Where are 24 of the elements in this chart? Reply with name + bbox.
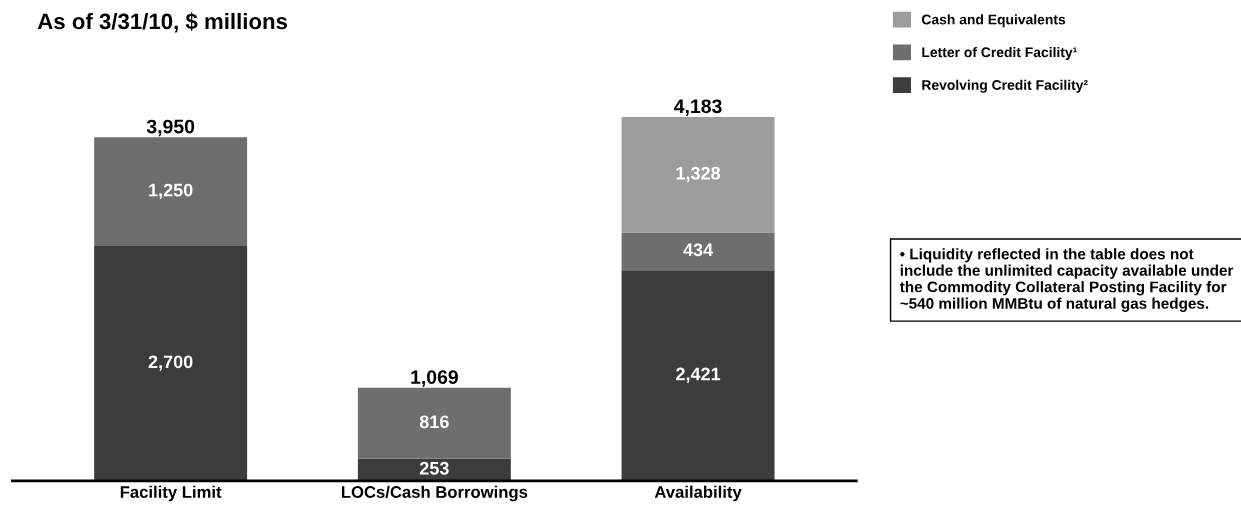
data-label: 434 xyxy=(683,243,714,257)
data-label: 2,700 xyxy=(148,355,193,371)
total-label: 3,950 xyxy=(146,119,195,137)
text: • Liquidity reflected in the table does not include the unlimited capacity available under the Commodity Collateral Posting Facility for ~540 million MMBtu of natural gas hedges. xyxy=(899,248,1234,312)
data-label: 253 xyxy=(419,461,449,475)
x-tick-label: Facility Limit xyxy=(120,485,222,502)
total-label: 1,069 xyxy=(411,370,458,387)
data-label: 1,328 xyxy=(676,166,721,183)
bar xyxy=(621,232,775,271)
legend-label: Revolving Credit Facility² xyxy=(922,79,1088,93)
data-label: 2,421 xyxy=(676,367,721,383)
legend-label: Cash and Equivalents xyxy=(921,14,1066,28)
data-label: 1,250 xyxy=(149,183,193,200)
bar xyxy=(357,387,511,459)
total-label: 4,183 xyxy=(674,99,722,116)
legend-label: Letter of Credit Facility¹ xyxy=(922,46,1077,60)
x-tick-label: LOCs/Cash Borrowings xyxy=(341,485,528,502)
bar xyxy=(94,137,248,246)
bar xyxy=(94,245,248,481)
data-label: 816 xyxy=(419,415,449,429)
bar xyxy=(621,117,775,233)
chart-title: As of 3/31/10, $ millions xyxy=(37,12,288,33)
bar xyxy=(621,270,775,481)
x-tick-label: Availability xyxy=(654,485,742,502)
